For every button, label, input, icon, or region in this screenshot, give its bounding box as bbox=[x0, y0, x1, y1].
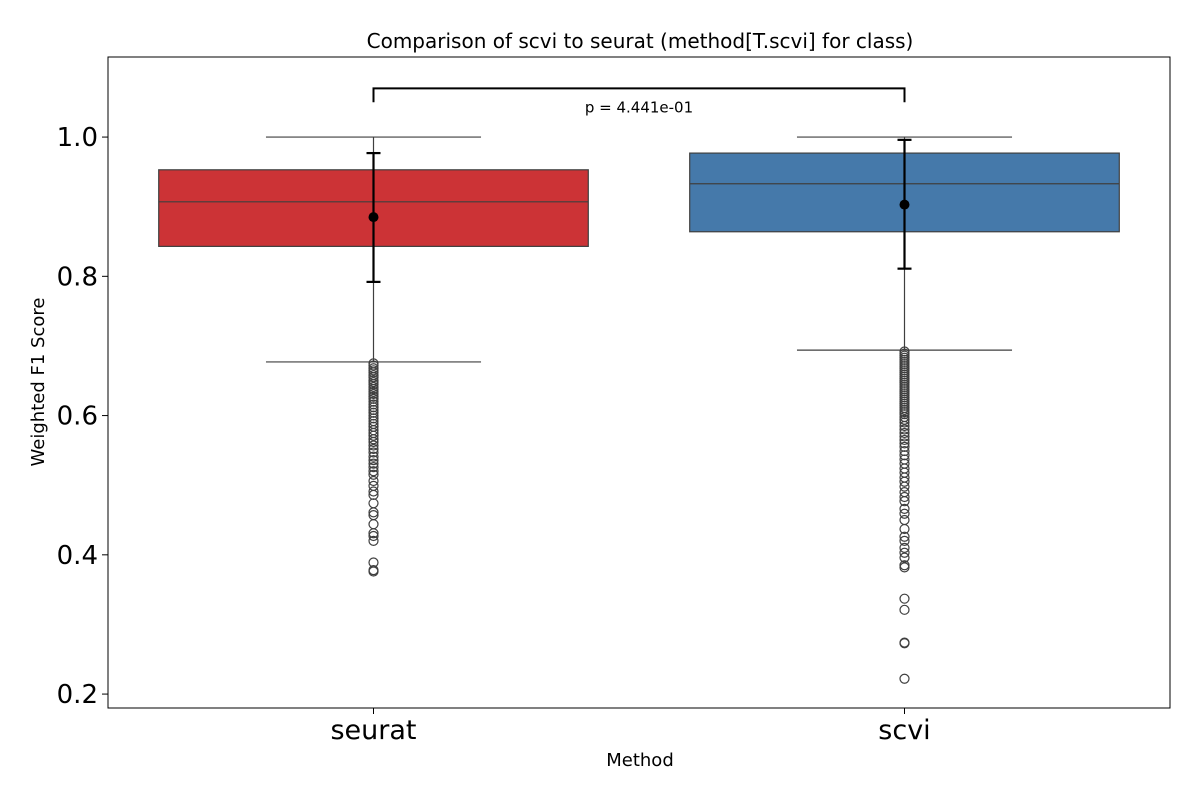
p-value-annotation: p = 4.441e-01 bbox=[585, 99, 693, 117]
outlier-point bbox=[368, 469, 379, 480]
outlier-point bbox=[899, 604, 910, 615]
outlier-point bbox=[899, 531, 910, 542]
outlier-point bbox=[899, 496, 910, 507]
outlier-point bbox=[368, 430, 379, 441]
outlier-point bbox=[368, 436, 379, 448]
outlier-point bbox=[899, 481, 910, 492]
outlier-point bbox=[899, 414, 910, 425]
outlier-point bbox=[368, 396, 379, 407]
outlier-point bbox=[368, 393, 379, 404]
outlier-point bbox=[899, 593, 910, 604]
chart-title: Comparison of scvi to seurat (method[T.s… bbox=[367, 29, 914, 53]
mean-point bbox=[368, 212, 379, 223]
outlier-point bbox=[368, 447, 379, 458]
outlier-point bbox=[368, 413, 379, 424]
outlier-point bbox=[368, 455, 379, 466]
outlier-point bbox=[899, 562, 910, 573]
outlier-point bbox=[899, 450, 910, 461]
outlier-point bbox=[368, 566, 379, 577]
outlier-point bbox=[368, 530, 379, 542]
outlier-point bbox=[368, 404, 379, 416]
plot-frame bbox=[107, 56, 1171, 709]
outlier-point bbox=[368, 379, 379, 390]
outlier-point bbox=[368, 458, 379, 469]
outlier-point bbox=[899, 535, 910, 546]
outlier-point bbox=[899, 491, 910, 503]
outlier-point bbox=[368, 528, 379, 539]
y-tick-label: 0.2 bbox=[57, 680, 98, 710]
outlier-point bbox=[899, 417, 910, 428]
outlier-point bbox=[899, 547, 910, 558]
outlier-point bbox=[368, 388, 379, 400]
outlier-point bbox=[368, 402, 379, 413]
outlier-point bbox=[899, 638, 910, 649]
outlier-point bbox=[368, 443, 379, 455]
outlier-point bbox=[899, 434, 910, 446]
y-tick-label: 0.8 bbox=[57, 262, 98, 292]
outlier-point bbox=[899, 508, 910, 519]
plot-area: p = 4.441e-01 bbox=[158, 87, 1120, 684]
box-group-scvi bbox=[689, 136, 1120, 684]
outlier-point bbox=[368, 451, 379, 462]
x-tick-label: scvi bbox=[878, 715, 930, 746]
outlier-point bbox=[368, 360, 379, 371]
outlier-point bbox=[368, 489, 379, 501]
x-axis-label: Method bbox=[606, 750, 674, 771]
outlier-point bbox=[368, 372, 379, 383]
outlier-point bbox=[368, 475, 379, 487]
outlier-point bbox=[899, 409, 910, 420]
box-group-seurat bbox=[158, 136, 589, 577]
outlier-point bbox=[899, 552, 910, 563]
outlier-point bbox=[368, 410, 379, 421]
outlier-point bbox=[368, 434, 379, 445]
y-tick-label: 0.6 bbox=[57, 402, 98, 432]
outlier-point bbox=[368, 367, 379, 378]
outlier-point bbox=[899, 542, 910, 553]
outlier-point bbox=[368, 486, 379, 497]
outlier-point bbox=[899, 673, 910, 684]
outlier-point bbox=[368, 399, 379, 410]
outlier-point bbox=[899, 445, 910, 457]
outlier-point bbox=[368, 466, 379, 477]
outlier-point bbox=[899, 441, 910, 453]
outlier-point bbox=[899, 476, 910, 487]
outlier-point bbox=[899, 420, 910, 432]
y-tick-label: 1.0 bbox=[57, 123, 98, 153]
outlier-point bbox=[368, 440, 379, 451]
outlier-point bbox=[899, 427, 910, 439]
outlier-point bbox=[899, 424, 910, 435]
outlier-point bbox=[368, 461, 379, 473]
axes: 0.2 0.4 0.6 0.8 1.0 seurat scvi bbox=[57, 123, 931, 746]
outlier-point bbox=[899, 503, 910, 514]
significance-bracket bbox=[372, 87, 906, 103]
outlier-point bbox=[899, 523, 910, 535]
x-tick-label: seurat bbox=[330, 715, 416, 746]
y-tick-label: 0.4 bbox=[57, 541, 98, 571]
mean-point bbox=[899, 199, 910, 210]
outlier-point bbox=[899, 431, 910, 442]
outlier-point bbox=[899, 438, 910, 449]
y-axis-label: Weighted F1 Score bbox=[28, 298, 49, 467]
outlier-point bbox=[368, 507, 379, 518]
outlier-point bbox=[368, 535, 379, 546]
outlier-point bbox=[368, 407, 379, 418]
outlier-point bbox=[368, 384, 379, 395]
